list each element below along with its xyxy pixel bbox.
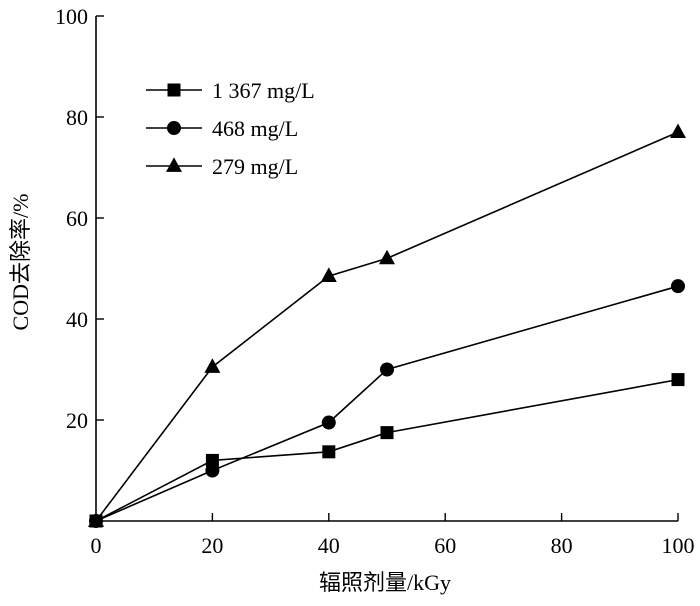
legend-label: 468 mg/L <box>212 116 298 141</box>
y-tick-label: 80 <box>66 105 88 130</box>
legend-marker <box>167 83 181 97</box>
data-point <box>380 362 394 377</box>
data-point <box>671 373 685 387</box>
legend-marker <box>166 157 182 172</box>
data-point <box>379 249 395 265</box>
legend-label: 1 367 mg/L <box>212 78 315 103</box>
series-circle <box>89 279 685 528</box>
axes: 0 20 40 60 80 100 20 40 60 80 100 <box>55 4 695 558</box>
y-tick-label: 20 <box>66 408 88 433</box>
x-tick-label: 0 <box>91 533 102 558</box>
x-axis-label: 辐照剂量/kGy <box>319 570 451 595</box>
data-point <box>205 463 220 478</box>
legend-item: 1 367 mg/L <box>146 78 315 103</box>
x-tick-label: 80 <box>551 533 573 558</box>
data-point <box>380 426 394 440</box>
data-point <box>320 267 337 282</box>
series-line <box>95 131 679 522</box>
x-tick-label: 100 <box>662 533 695 558</box>
data-point <box>322 445 336 459</box>
series-layer <box>88 123 686 528</box>
x-tick-label: 40 <box>318 533 340 558</box>
legend-label: 279 mg/L <box>212 154 298 179</box>
y-tick-label: 100 <box>55 4 88 29</box>
x-tick-label: 20 <box>201 533 223 558</box>
legend-item: 279 mg/L <box>146 154 298 179</box>
data-point <box>204 358 221 373</box>
data-point <box>205 453 219 467</box>
series-line <box>95 285 679 522</box>
y-tick-label: 60 <box>66 206 88 231</box>
data-point <box>671 279 685 294</box>
series-triangle <box>88 123 686 527</box>
legend: 1 367 mg/L 468 mg/L 279 mg/L <box>146 78 315 179</box>
data-point <box>670 123 686 139</box>
legend-marker <box>167 121 181 135</box>
y-axis-label: COD去除率/% <box>8 194 33 331</box>
data-point <box>321 415 336 430</box>
series-line <box>95 378 679 522</box>
data-point <box>88 512 104 527</box>
legend-item: 468 mg/L <box>146 116 298 141</box>
series-square <box>89 373 685 528</box>
y-tick-label: 40 <box>66 307 88 332</box>
x-tick-label: 60 <box>434 533 456 558</box>
